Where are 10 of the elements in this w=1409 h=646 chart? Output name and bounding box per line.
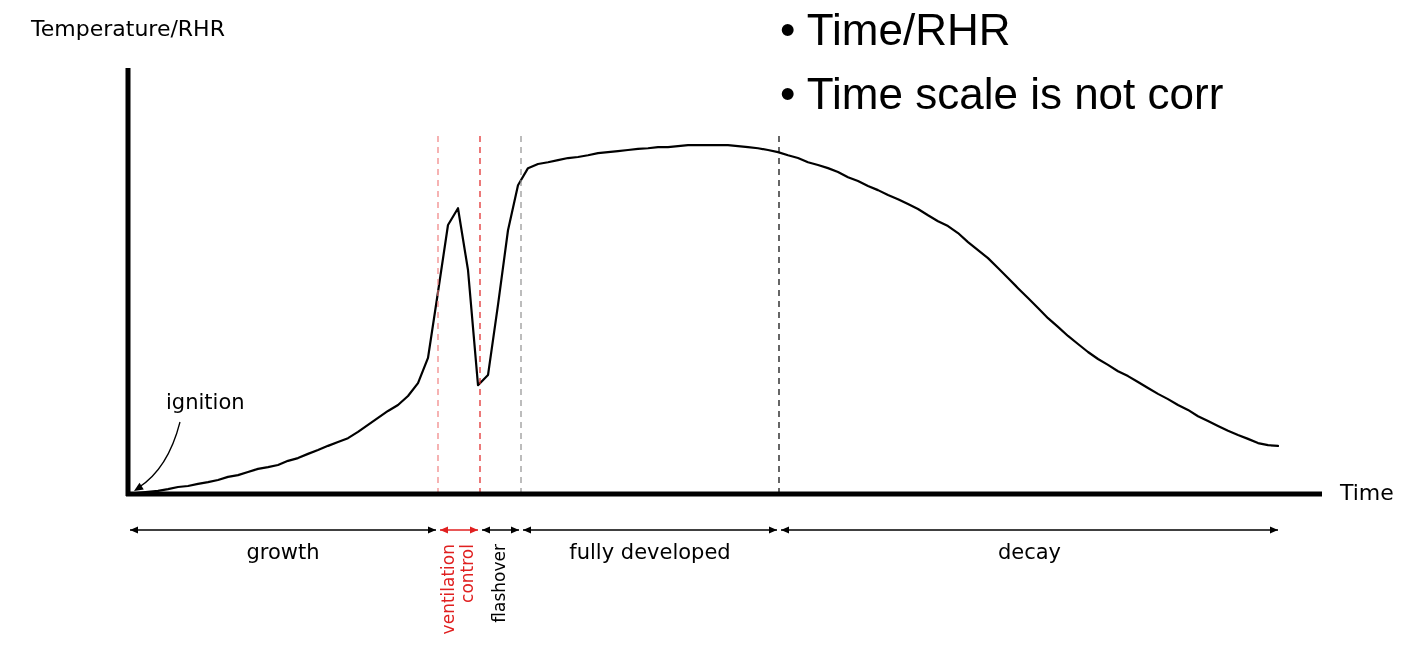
annotation: ignition: [166, 390, 245, 415]
text: ventilation control: [437, 544, 477, 635]
x-axis-title: Time: [1339, 479, 1394, 505]
text: growth: [246, 540, 320, 565]
text: flashover: [488, 543, 509, 623]
y-axis-title: Temperature/RHR: [30, 15, 225, 41]
text: • Time/RHR: [780, 4, 1012, 56]
text: fully developed: [569, 540, 731, 565]
text: • Time scale is not corr: [780, 68, 1224, 120]
text: decay: [997, 540, 1062, 565]
